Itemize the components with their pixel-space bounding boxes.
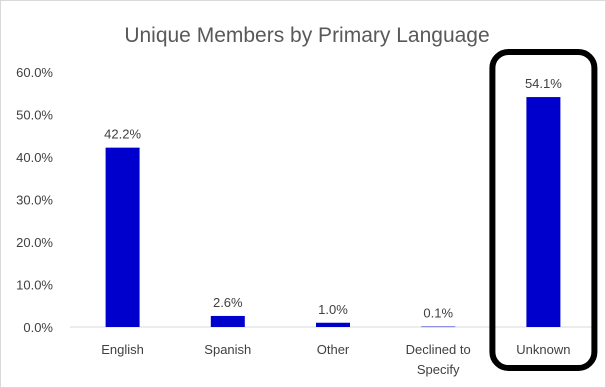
bar-other <box>316 322 350 327</box>
chart-title: Unique Members by Primary Language <box>124 24 489 47</box>
y-tick-label: 50.0% <box>16 108 53 123</box>
data-label: 0.1% <box>423 306 453 321</box>
bar-declined-to-specify <box>421 326 456 328</box>
bar-unknown <box>526 97 561 327</box>
x-category-label: English <box>101 342 144 357</box>
x-category-label: Specify <box>417 362 460 377</box>
highlight-box <box>489 49 598 371</box>
x-category-label: Declined to <box>406 342 471 357</box>
y-tick-label: 60.0% <box>16 65 53 80</box>
y-tick-label: 10.0% <box>16 278 53 293</box>
bar-english <box>105 147 140 327</box>
x-category-label: Other <box>317 342 350 357</box>
y-tick-label: 20.0% <box>16 235 53 250</box>
data-label: 1.0% <box>318 302 348 317</box>
y-tick-label: 0.0% <box>23 320 53 335</box>
x-category-label: Spanish <box>204 342 251 357</box>
y-tick-label: 30.0% <box>16 193 53 208</box>
bar-spanish <box>210 315 245 327</box>
data-label: 54.1% <box>525 76 562 91</box>
x-category-label: Unknown <box>516 342 570 357</box>
data-label: 2.6% <box>213 295 243 310</box>
y-tick-label: 40.0% <box>16 150 53 165</box>
y-axis: 0.0% 10.0% 20.0% 30.0% 40.0% 50.0% 60.0% <box>16 65 53 335</box>
data-label: 42.2% <box>104 127 141 142</box>
highlight-box-group <box>489 49 598 371</box>
bars: 42.2% English 2.6% Spanish 1.0% Other 0.1% Decl… <box>101 76 570 377</box>
